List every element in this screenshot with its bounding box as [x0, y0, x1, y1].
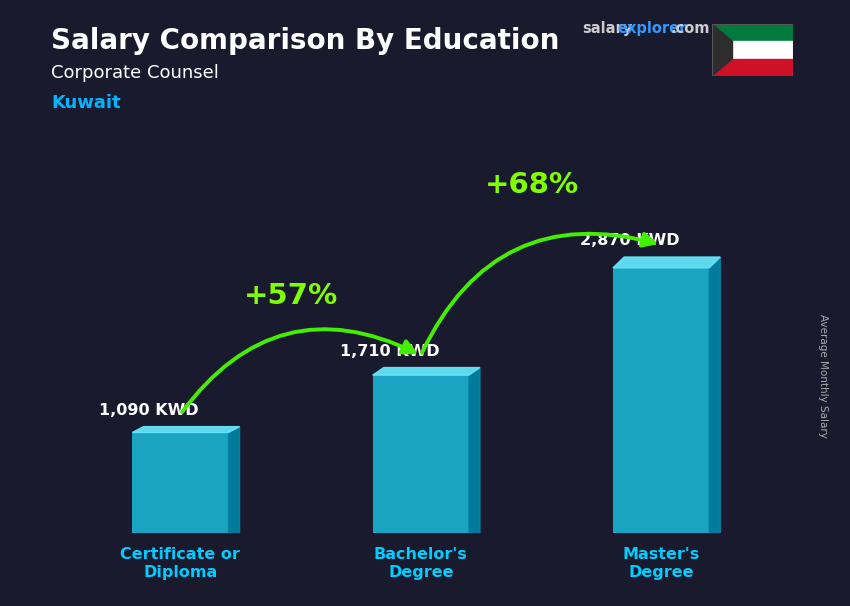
Polygon shape: [372, 368, 480, 375]
Bar: [712, 24, 793, 41]
Text: Salary Comparison By Education: Salary Comparison By Education: [51, 27, 559, 55]
Bar: [133, 433, 229, 533]
Bar: [712, 59, 793, 76]
Bar: [372, 375, 469, 533]
Bar: [712, 41, 793, 59]
Text: explorer: explorer: [617, 21, 687, 36]
Text: Average Monthly Salary: Average Monthly Salary: [818, 314, 828, 438]
Polygon shape: [229, 427, 240, 533]
Text: Kuwait: Kuwait: [51, 94, 121, 112]
Text: 1,090 KWD: 1,090 KWD: [99, 403, 199, 418]
Polygon shape: [469, 368, 480, 533]
Polygon shape: [709, 257, 720, 533]
Text: 2,870 KWD: 2,870 KWD: [580, 233, 679, 248]
Text: 1,710 KWD: 1,710 KWD: [339, 344, 439, 359]
Polygon shape: [133, 427, 240, 433]
Text: Corporate Counsel: Corporate Counsel: [51, 64, 218, 82]
Text: +57%: +57%: [244, 282, 338, 310]
Text: +68%: +68%: [484, 171, 579, 199]
Polygon shape: [613, 257, 720, 268]
Text: .com: .com: [671, 21, 710, 36]
Text: salary: salary: [582, 21, 632, 36]
Polygon shape: [712, 24, 733, 76]
Bar: [613, 268, 709, 533]
